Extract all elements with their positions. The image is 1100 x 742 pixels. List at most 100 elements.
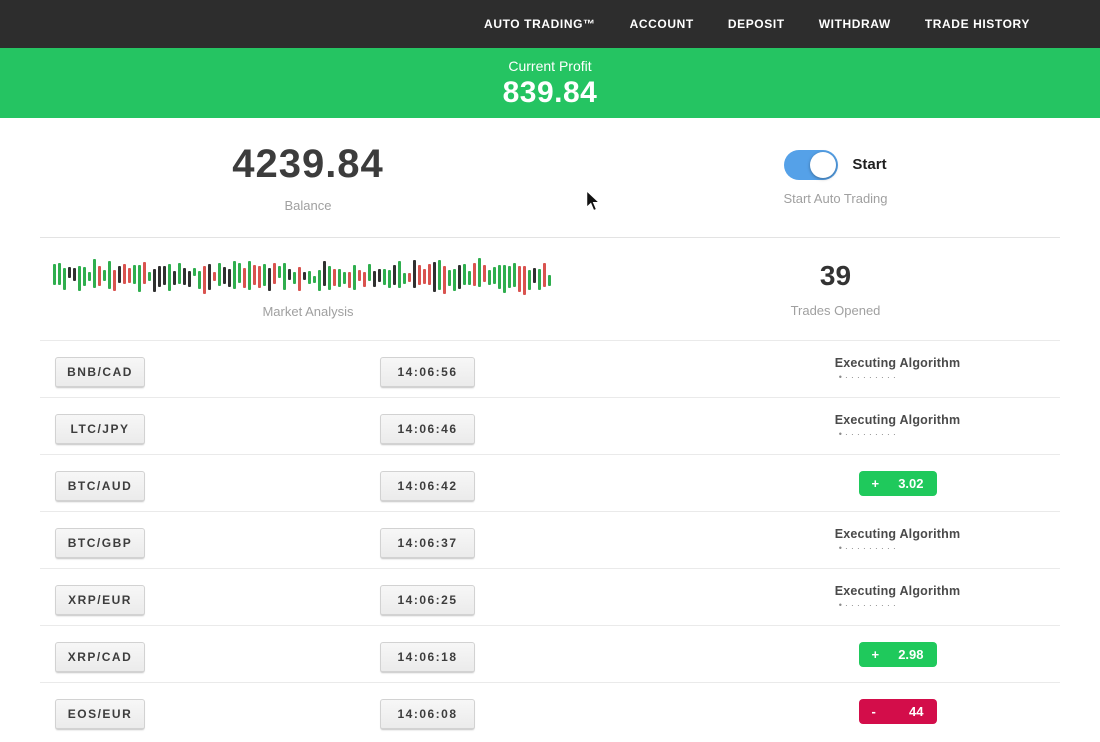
candle-bar (163, 265, 166, 285)
pair-chip: EOS/EUR (55, 699, 145, 730)
candle-bar (443, 266, 446, 294)
time-chip: 14:06:25 (380, 585, 475, 616)
candle-bar (298, 267, 301, 291)
candle-bar (408, 272, 411, 282)
current-profit-value: 839.84 (502, 76, 598, 109)
result-sign: - (871, 703, 876, 719)
time-chip: 14:06:56 (380, 357, 475, 388)
candle-bar (208, 264, 211, 290)
candle-bar (73, 267, 76, 281)
candle-bar (128, 267, 131, 283)
candle-bar (518, 266, 521, 292)
pair-chip: BTC/GBP (55, 528, 145, 559)
candle-bar (393, 265, 396, 285)
candle-bar (453, 269, 456, 291)
result-badge: - 44 (858, 698, 937, 724)
trade-status: Executing Algorithm •········· (830, 398, 965, 454)
time-chip: 14:06:42 (380, 471, 475, 502)
trade-status: +2.98 (830, 626, 965, 682)
trade-row: XRP/EUR 14:06:25 Executing Algorithm •··… (40, 568, 1060, 625)
nav-item-trade-history[interactable]: TRADE HISTORY (924, 17, 1030, 31)
progress-dots: •········· (838, 600, 899, 610)
candle-bar (293, 272, 296, 284)
candle-bar (218, 262, 221, 286)
nav-item-auto-trading[interactable]: AUTO TRADING™ (484, 17, 596, 31)
toggle-knob (810, 151, 837, 178)
profit-banner: Current Profit 839.84 (0, 48, 1100, 118)
candle-bar (528, 270, 531, 290)
status-executing: Executing Algorithm •········· (835, 356, 961, 382)
candle-bar (548, 274, 551, 286)
pair-chip: XRP/CAD (55, 642, 145, 673)
candle-bar (138, 264, 141, 292)
candle-bar (483, 264, 486, 282)
section-divider (40, 237, 1060, 238)
candle-bar (488, 269, 491, 285)
candle-bar (428, 263, 431, 285)
candle-bar (538, 268, 541, 290)
candle-bar (543, 263, 546, 287)
candle-bar (333, 268, 336, 286)
candle-bar (353, 264, 356, 290)
candle-bar (523, 265, 526, 295)
candle-bar (213, 271, 216, 281)
candle-bar (198, 271, 201, 289)
nav-item-account[interactable]: ACCOUNT (629, 17, 694, 31)
trades-opened-label: Trades Opened (790, 303, 881, 318)
candle-bar (448, 270, 451, 286)
trade-row: XRP/CAD 14:06:18 +2.98 (40, 625, 1060, 682)
candle-bar (463, 263, 466, 285)
candle-bar (533, 267, 536, 283)
status-executing: Executing Algorithm •········· (835, 413, 961, 439)
candle-bar (113, 269, 116, 291)
candle-bar (418, 265, 421, 285)
toggle-label: Start (852, 156, 887, 173)
candle-bar (63, 268, 66, 290)
trades-opened-value: 39 (819, 260, 852, 291)
trade-status: Executing Algorithm •········· (830, 341, 965, 397)
candle-bar (398, 260, 401, 288)
progress-dots: •········· (838, 543, 899, 553)
candle-bar (288, 268, 291, 280)
market-row: Market Analysis 39 Trades Opened (0, 238, 1100, 340)
nav-item-withdraw[interactable]: WITHDRAW (818, 17, 891, 31)
candle-bar (388, 270, 391, 288)
nav-item-deposit[interactable]: DEPOSIT (727, 17, 785, 31)
candle-bar (508, 266, 511, 288)
candle-bar (88, 271, 91, 281)
candle-bar (133, 264, 136, 284)
candle-bar (328, 266, 331, 290)
candle-bar (143, 262, 146, 284)
market-analysis-block: Market Analysis (0, 238, 616, 340)
trade-row: LTC/JPY 14:06:46 Executing Algorithm •··… (40, 397, 1060, 454)
candle-bar (253, 265, 256, 285)
candle-bar (383, 269, 386, 285)
trade-row: BTC/GBP 14:06:37 Executing Algorithm •··… (40, 511, 1060, 568)
candle-bar (58, 263, 61, 285)
candle-bar (478, 257, 481, 287)
candle-bar (123, 264, 126, 284)
result-badge: +3.02 (858, 470, 937, 496)
candle-bar (458, 265, 461, 289)
candle-bar (233, 261, 236, 289)
trade-status: Executing Algorithm •········· (830, 569, 965, 625)
candle-bar (343, 272, 346, 284)
candle-bar (468, 271, 471, 285)
candle-bar (423, 268, 426, 284)
pair-chip: XRP/EUR (55, 585, 145, 616)
candle-bar (103, 269, 106, 281)
candle-bar (503, 265, 506, 293)
progress-dots: •········· (838, 372, 899, 382)
trade-status: Executing Algorithm •········· (830, 512, 965, 568)
trades-list: BNB/CAD 14:06:56 Executing Algorithm •··… (40, 340, 1060, 739)
auto-trading-toggle[interactable] (784, 149, 839, 180)
candle-bar (363, 271, 366, 287)
candle-bar (93, 258, 96, 288)
candle-bar (268, 267, 271, 291)
candle-bar (173, 271, 176, 285)
candle-bar (68, 266, 71, 278)
candle-bar (323, 260, 326, 286)
candle-bar (183, 267, 186, 285)
candle-bar (248, 260, 251, 290)
balance-label: Balance (284, 198, 332, 213)
